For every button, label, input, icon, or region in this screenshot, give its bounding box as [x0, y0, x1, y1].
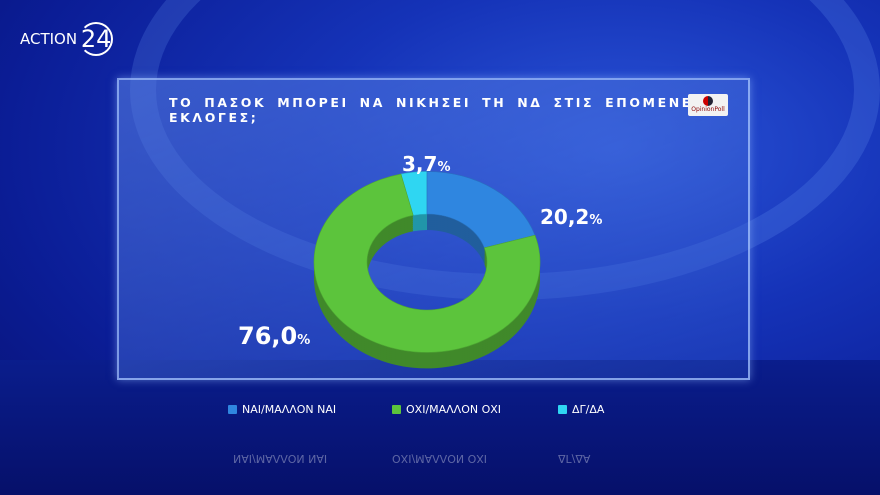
channel-logo: ACTION 24: [20, 22, 114, 56]
logo-text: ACTION: [20, 30, 78, 48]
slice-0: [426, 171, 536, 249]
data-label-2: 3,7%: [402, 152, 451, 176]
legend-item-1: ΟΧΙ/ΜΑΛΛΟΝ ΟΧΙ: [392, 403, 501, 416]
legend-reflection-1: ΟΧΙ/ΜΑΛΛΟΝ ΟΧΙ: [392, 452, 488, 465]
chart-title: ΤΟ ΠΑΣΟΚ ΜΠΟΡΕΙ ΝΑ ΝΙΚΗΣΕΙ ΤΗ ΝΔ ΣΤΙΣ ΕΠ…: [169, 95, 705, 125]
legend-reflection-0: ΝΑΙ/ΜΑΛΛΟΝ ΝΑΙ: [233, 452, 328, 465]
logo-number: 24: [79, 22, 114, 56]
chart-panel: ΤΟ ΠΑΣΟΚ ΜΠΟΡΕΙ ΝΑ ΝΙΚΗΣΕΙ ΤΗ ΝΔ ΣΤΙΣ ΕΠ…: [117, 78, 750, 380]
data-label-1: 76,0%: [238, 322, 311, 350]
legend-item-2: ΔΓ/ΔΑ: [558, 403, 604, 416]
legend-item-0: ΝΑΙ/ΜΑΛΛΟΝ ΝΑΙ: [228, 403, 336, 416]
slice-1: [313, 173, 541, 353]
pollster-logo: OpinionPoll: [688, 94, 728, 116]
data-label-0: 20,2%: [540, 205, 603, 229]
floor: [0, 360, 880, 495]
legend-reflection-2: ΔΓ/ΔΑ: [558, 452, 591, 465]
